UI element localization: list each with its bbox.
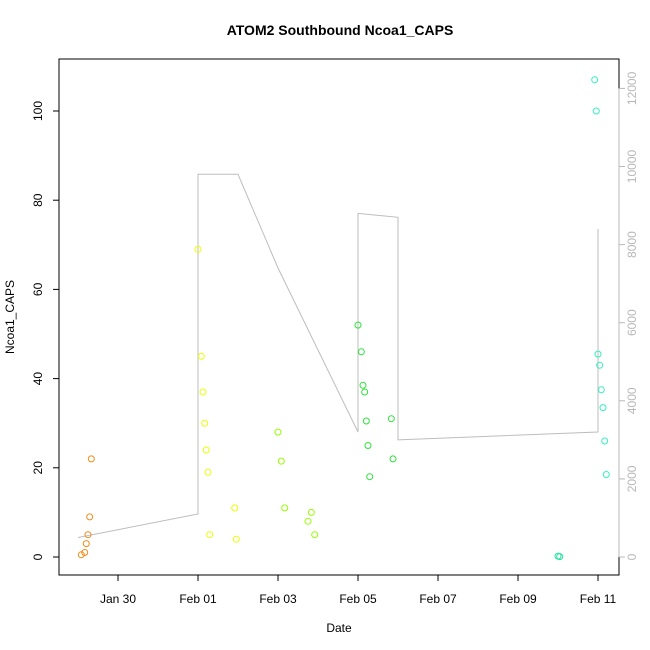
data-point: [274, 428, 282, 436]
data-point: [206, 531, 214, 539]
data-point: [389, 455, 397, 463]
data-point: [596, 361, 604, 369]
x-tick-label: Jan 30: [100, 592, 136, 606]
data-point: [307, 508, 315, 516]
plot-frame: [58, 58, 620, 576]
y-axis-label: Ncoa1_CAPS: [3, 280, 17, 354]
data-point: [201, 419, 209, 427]
data-point: [199, 388, 207, 396]
y-tick-label: 20: [31, 461, 45, 475]
data-point: [366, 473, 374, 481]
data-point: [304, 517, 312, 525]
data-point: [599, 404, 607, 412]
y-tick-label: 80: [31, 193, 45, 207]
y-axis: 0 20 40 60 80 100: [31, 101, 60, 560]
y2-tick-label: 0: [625, 553, 639, 560]
data-point: [387, 415, 395, 423]
data-point: [231, 504, 239, 512]
x-axis-label: Date: [326, 621, 352, 635]
data-point: [592, 107, 600, 115]
data-point: [597, 386, 605, 394]
data-point: [204, 468, 212, 476]
data-point: [232, 535, 240, 543]
data-point: [82, 540, 90, 548]
y2-tick-label: 4000: [625, 387, 639, 414]
y-tick-label: 100: [31, 101, 45, 121]
data-point: [277, 457, 285, 465]
data-point: [86, 513, 94, 521]
data-point: [202, 446, 210, 454]
y-tick-label: 60: [31, 282, 45, 296]
data-point: [197, 352, 205, 360]
y2-tick-label: 2000: [625, 465, 639, 492]
data-point: [362, 417, 370, 425]
data-point: [359, 381, 367, 389]
y2-tick-label: 6000: [625, 309, 639, 336]
x-tick-label: Feb 03: [259, 592, 297, 606]
x-tick-label: Feb 09: [499, 592, 537, 606]
data-point: [364, 442, 372, 449]
data-point: [354, 321, 362, 329]
data-point: [84, 531, 92, 539]
x-tick-label: Feb 05: [339, 592, 377, 606]
data-point: [594, 350, 602, 358]
x-tick-label: Feb 01: [179, 592, 217, 606]
y2-tick-label: 8000: [625, 231, 639, 258]
secondary-series: [77, 173, 599, 538]
secondary-line: [77, 173, 599, 538]
data-point: [311, 531, 319, 539]
chart-title: ATOM2 Southbound Ncoa1_CAPS: [227, 22, 454, 38]
y2-tick-label: 10000: [625, 149, 639, 183]
y-axis-right: 0 2000 4000 6000 8000 10000 12000: [618, 71, 639, 560]
plot-area: [58, 58, 620, 576]
primary-points: [77, 76, 610, 561]
x-tick-label: Feb 07: [419, 592, 457, 606]
data-point: [556, 553, 564, 561]
data-point: [601, 437, 609, 445]
x-axis: Jan 30 Feb 01 Feb 03 Feb 05 Feb 07 Feb 09 Feb …: [100, 574, 617, 606]
data-point: [361, 388, 369, 396]
data-point: [281, 504, 289, 512]
data-point: [591, 76, 599, 84]
y2-tick-label: 12000: [625, 71, 639, 105]
y-tick-label: 0: [31, 553, 45, 560]
y-tick-label: 40: [31, 372, 45, 386]
data-point: [87, 455, 95, 463]
data-point: [602, 471, 610, 478]
data-point: [81, 549, 89, 556]
x-tick-label: Feb 11: [580, 592, 617, 606]
data-point: [194, 245, 202, 253]
data-point: [357, 348, 365, 356]
